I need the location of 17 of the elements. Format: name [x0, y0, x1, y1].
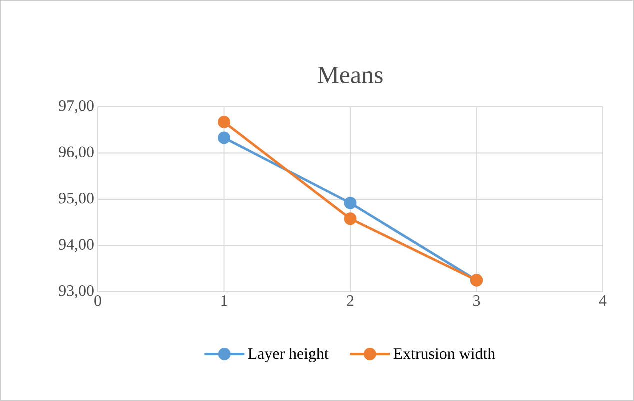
y-tick-label: 96,00: [59, 146, 94, 160]
point: [218, 116, 231, 129]
y-tick-label: 93,00: [59, 285, 94, 299]
legend-label: Extrusion width: [394, 348, 496, 360]
point: [218, 132, 231, 144]
point: [344, 196, 357, 210]
y-tick-label: 94,00: [59, 239, 94, 252]
y-tick-label: 95,00: [59, 192, 94, 206]
x-tick-label: 4: [599, 296, 607, 306]
legend-label: Layer height: [248, 348, 329, 362]
x-tick-label: 2: [347, 296, 354, 306]
x-tick-label: 1: [222, 296, 228, 306]
x-tick-label: 0: [94, 296, 102, 306]
x-tick-label: 3: [474, 296, 480, 306]
point: [344, 212, 357, 226]
chart-title: Means: [318, 66, 383, 84]
y-tick-label: 97,00: [59, 100, 94, 114]
